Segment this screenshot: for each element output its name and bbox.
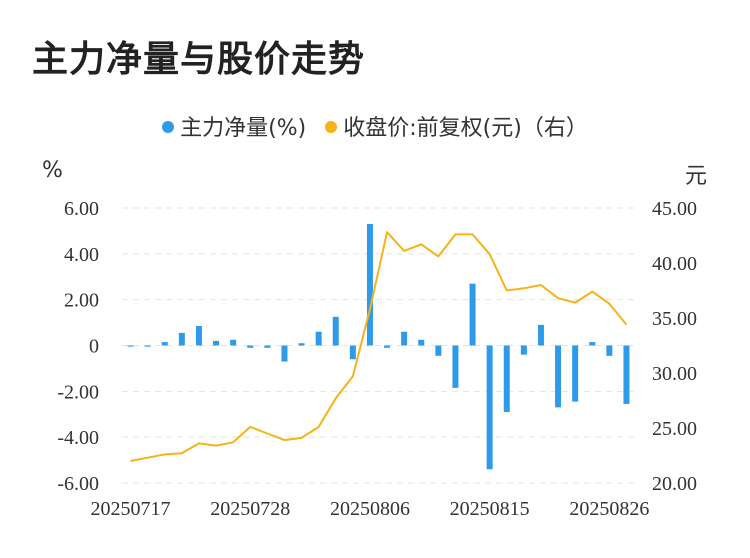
bar <box>520 345 527 355</box>
bar <box>230 339 237 346</box>
left-tick-label: -6.00 <box>57 473 99 495</box>
bar <box>349 345 356 360</box>
left-axis-unit: % <box>42 158 63 183</box>
left-tick-label: 2.00 <box>64 290 99 312</box>
x-tick-label: 20250826 <box>569 498 649 520</box>
bar <box>247 345 254 348</box>
legend-line-label: 收盘价:前复权(元)（右） <box>343 116 588 141</box>
price-line <box>130 231 628 462</box>
x-tick-label: 20250815 <box>450 498 530 520</box>
left-tick-label: -2.00 <box>57 381 99 403</box>
legend-bar-label: 主力净量(%) <box>180 116 307 141</box>
bar <box>418 339 425 346</box>
bar <box>503 345 510 412</box>
bar <box>469 283 476 346</box>
bar <box>452 345 459 388</box>
bar <box>195 326 202 346</box>
bar <box>332 316 339 346</box>
right-tick-label: 30.00 <box>652 363 697 385</box>
chart-title: 主力净量与股价走势 <box>32 39 366 80</box>
bar <box>589 342 596 346</box>
bar <box>366 224 373 346</box>
right-tick-label: 45.00 <box>652 198 697 220</box>
legend-item-bar[interactable]: 主力净量(%) <box>162 110 306 142</box>
bar <box>435 345 442 356</box>
bar <box>486 345 493 470</box>
bar <box>384 345 391 348</box>
bar <box>264 345 271 348</box>
bar <box>606 345 613 356</box>
bar <box>315 331 322 346</box>
right-axis-unit: 元 <box>685 164 708 189</box>
legend-item-line[interactable]: 收盘价:前复权(元)（右） <box>325 110 588 142</box>
bar <box>127 345 134 347</box>
left-tick-label: 4.00 <box>64 244 99 266</box>
right-tick-label: 40.00 <box>652 253 697 275</box>
left-tick-label: 0 <box>89 336 99 358</box>
bar <box>298 343 305 346</box>
x-tick-label: 20250806 <box>330 498 410 520</box>
bar <box>623 345 630 404</box>
bar <box>555 345 562 408</box>
bar <box>161 342 168 346</box>
bar <box>281 345 288 362</box>
x-tick-label: 20250728 <box>210 498 290 520</box>
left-tick-label: -4.00 <box>57 427 99 449</box>
bar <box>144 345 151 347</box>
legend-bar-marker <box>162 121 175 133</box>
bar <box>572 345 579 402</box>
bar <box>213 340 220 346</box>
legend: 主力净量(%) 收盘价:前复权(元)（右） <box>0 110 750 142</box>
bar <box>178 332 185 346</box>
right-tick-label: 20.00 <box>652 473 697 495</box>
x-tick-label: 20250717 <box>91 498 171 520</box>
right-tick-label: 35.00 <box>652 308 697 330</box>
bar <box>401 331 408 346</box>
right-tick-label: 25.00 <box>652 418 697 440</box>
left-tick-label: 6.00 <box>64 198 99 220</box>
legend-line-marker <box>325 121 338 133</box>
bar <box>537 324 544 346</box>
